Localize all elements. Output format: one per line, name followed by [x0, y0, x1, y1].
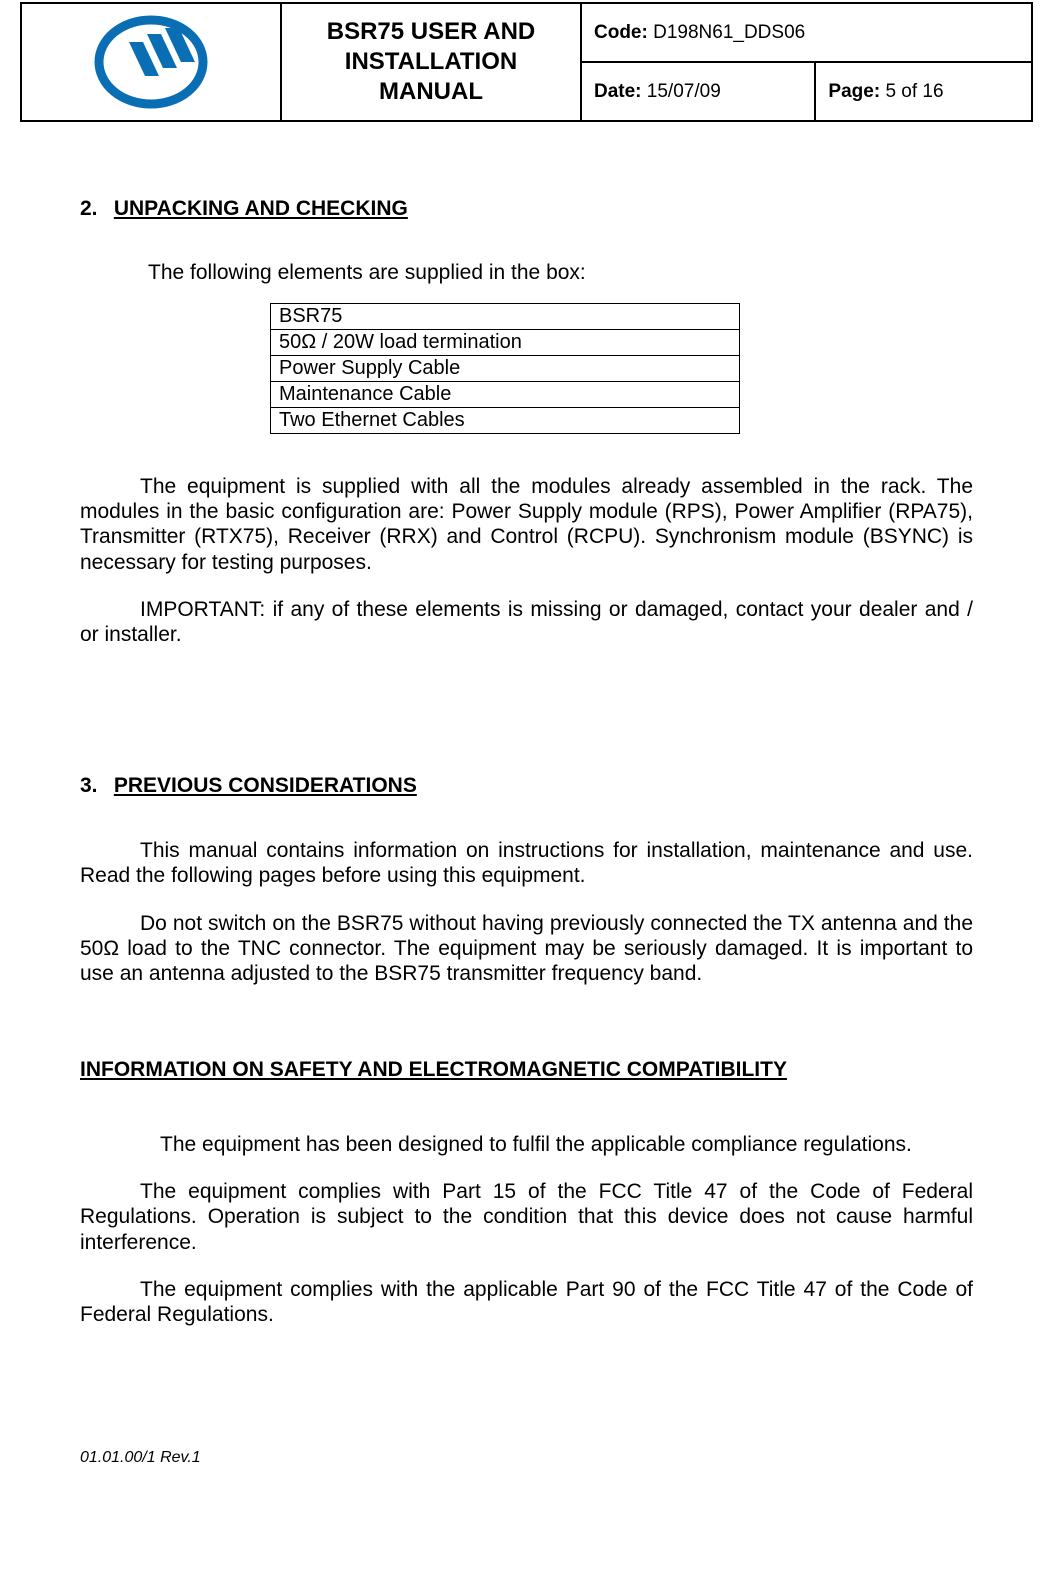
box-item: BSR75 — [271, 304, 740, 330]
box-table: BSR75 50Ω / 20W load termination Power S… — [270, 303, 740, 434]
info-p1: The equipment has been designed to fulfi… — [80, 1132, 973, 1157]
header-table: BSR75 USER AND INSTALLATION MANUAL Code:… — [20, 2, 1033, 122]
section-3-p2: Do not switch on the BSR75 without havin… — [80, 911, 973, 987]
section-3-heading: 3. PREVIOUS CONSIDERATIONS — [80, 774, 973, 798]
date-label: Date: — [594, 81, 642, 102]
code-cell: Code: D198N61_DDS06 — [581, 3, 1032, 62]
page-value: 5 of 16 — [885, 81, 943, 102]
page-cell: Page: 5 of 16 — [815, 62, 1032, 121]
section-2-heading: 2. UNPACKING AND CHECKING — [80, 197, 973, 221]
date-value: 15/07/09 — [647, 81, 721, 102]
page: BSR75 USER AND INSTALLATION MANUAL Code:… — [0, 2, 1053, 1497]
section-3-title: PREVIOUS CONSIDERATIONS — [114, 774, 417, 797]
date-cell: Date: 15/07/09 — [581, 62, 815, 121]
box-item: 50Ω / 20W load termination — [271, 330, 740, 356]
footer-rev: 01.01.00/1 Rev.1 — [20, 1379, 1033, 1477]
code-label: Code: — [594, 22, 648, 43]
section-2-p1: The equipment is supplied with all the m… — [80, 474, 973, 575]
code-value: D198N61_DDS06 — [653, 22, 805, 43]
section-3-number: 3. — [80, 774, 108, 798]
box-item: Maintenance Cable — [271, 382, 740, 408]
logo-cell — [21, 3, 281, 121]
page-label: Page: — [828, 81, 880, 102]
section-2-number: 2. — [80, 197, 108, 221]
content: 2. UNPACKING AND CHECKING The following … — [20, 122, 1033, 1379]
info-heading: INFORMATION ON SAFETY AND ELECTROMAGNETI… — [80, 1058, 973, 1082]
section-2-title: UNPACKING AND CHECKING — [114, 197, 408, 220]
section-3-p1: This manual contains information on inst… — [80, 838, 973, 888]
logo-icon — [81, 14, 221, 110]
section-2-p2: IMPORTANT: if any of these elements is m… — [80, 597, 973, 647]
info-p2: The equipment complies with Part 15 of t… — [80, 1179, 973, 1255]
section-2-intro: The following elements are supplied in t… — [148, 261, 973, 285]
info-p3: The equipment complies with the applicab… — [80, 1277, 973, 1327]
box-item: Two Ethernet Cables — [271, 408, 740, 434]
box-item: Power Supply Cable — [271, 356, 740, 382]
doc-title: BSR75 USER AND INSTALLATION MANUAL — [281, 3, 581, 121]
